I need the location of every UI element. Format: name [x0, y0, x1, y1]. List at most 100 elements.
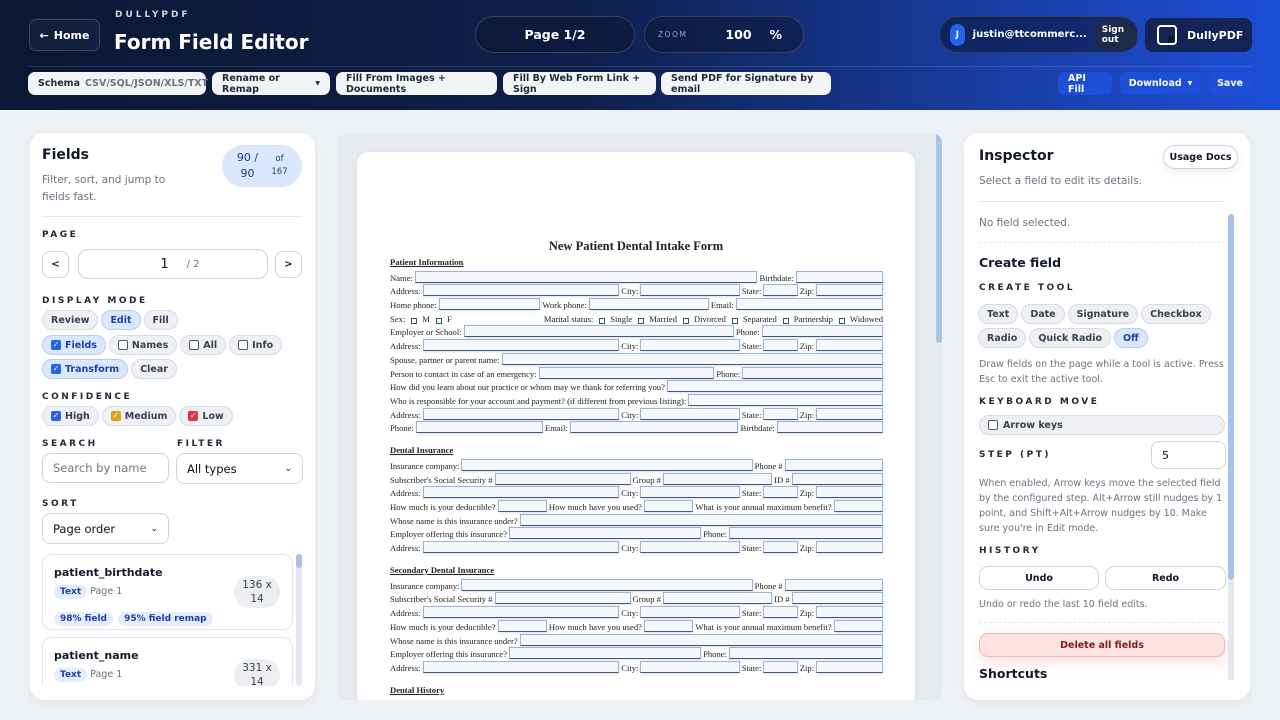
form-text-field[interactable] — [784, 578, 883, 591]
form-text-field[interactable] — [494, 472, 631, 485]
form-text-field[interactable] — [688, 393, 883, 406]
filter-select[interactable]: All types ⌄ — [176, 453, 303, 484]
form-text-field[interactable] — [569, 421, 739, 434]
form-text-field[interactable] — [763, 407, 798, 420]
form-text-field[interactable] — [816, 541, 883, 554]
form-text-field[interactable] — [422, 407, 620, 420]
pdf-scrollbar[interactable] — [936, 133, 942, 343]
form-text-field[interactable] — [461, 458, 753, 471]
save-button[interactable]: Save — [1209, 72, 1251, 95]
sort-select[interactable]: Page order ⌄ — [42, 513, 169, 544]
form-text-field[interactable] — [816, 339, 883, 352]
redo-button[interactable]: Redo — [1105, 566, 1226, 590]
zoom-input[interactable]: 100 — [725, 27, 752, 42]
list-item[interactable]: patient_name Text Page 1 331 x 14 — [42, 637, 293, 686]
dullypdf-app-button[interactable]: DullyPDF — [1145, 18, 1252, 52]
form-checkbox[interactable] — [782, 317, 789, 324]
form-text-field[interactable] — [497, 500, 547, 512]
form-text-field[interactable] — [816, 284, 883, 297]
form-text-field[interactable] — [414, 270, 758, 283]
form-text-field[interactable] — [763, 541, 798, 554]
form-text-field[interactable] — [643, 500, 694, 512]
form-text-field[interactable] — [662, 472, 773, 485]
form-checkbox[interactable] — [838, 317, 845, 324]
mode-review[interactable]: Review — [42, 310, 99, 330]
usage-docs-button[interactable]: Usage Docs — [1163, 145, 1238, 169]
fill-by-web-form-button[interactable]: Fill By Web Form Link + Sign — [503, 72, 656, 95]
form-text-field[interactable] — [791, 472, 883, 485]
form-text-field[interactable] — [422, 284, 620, 297]
form-text-field[interactable] — [728, 527, 883, 540]
form-text-field[interactable] — [763, 660, 798, 673]
tool-radio[interactable]: Radio — [978, 328, 1027, 348]
form-text-field[interactable] — [662, 592, 773, 605]
step-input[interactable]: 5 — [1151, 441, 1226, 469]
home-button[interactable]: ← Home — [29, 19, 100, 51]
tool-quick-radio[interactable]: Quick Radio — [1029, 328, 1111, 348]
toggle-names[interactable]: Names — [108, 335, 178, 355]
form-checkbox[interactable] — [731, 317, 738, 324]
mode-fill[interactable]: Fill — [143, 310, 178, 330]
form-text-field[interactable] — [501, 352, 883, 365]
undo-button[interactable]: Undo — [979, 566, 1099, 590]
zoom-control[interactable]: ZOOM 100 % — [644, 16, 804, 53]
form-checkbox[interactable] — [435, 317, 442, 324]
form-checkbox[interactable] — [411, 317, 418, 324]
form-text-field[interactable] — [816, 606, 883, 619]
form-text-field[interactable] — [422, 541, 620, 554]
form-text-field[interactable] — [816, 660, 883, 673]
form-text-field[interactable] — [463, 325, 734, 338]
tool-off[interactable]: Off — [1113, 328, 1148, 348]
send-for-signature-button[interactable]: Send PDF for Signature by email — [661, 72, 831, 95]
form-text-field[interactable] — [415, 421, 543, 434]
fill-from-images-button[interactable]: Fill From Images + Documents — [336, 72, 497, 95]
form-text-field[interactable] — [509, 647, 702, 660]
toggle-info[interactable]: Info — [229, 335, 283, 355]
list-item[interactable]: patient_birthdate Text Page 1 98% field … — [42, 554, 293, 630]
next-page-button[interactable]: > — [275, 251, 302, 278]
confidence-low[interactable]: ✓ Low — [179, 406, 233, 426]
rename-remap-dropdown[interactable]: Rename or Remap ▼ — [212, 72, 330, 95]
form-text-field[interactable] — [791, 592, 883, 605]
tool-signature[interactable]: Signature — [1067, 304, 1139, 324]
toggle-fields[interactable]: ✓ Fields — [42, 335, 106, 355]
form-checkbox[interactable] — [599, 317, 606, 324]
form-text-field[interactable] — [763, 339, 798, 352]
confidence-high[interactable]: ✓ High — [42, 406, 99, 426]
form-text-field[interactable] — [422, 486, 620, 499]
arrow-keys-toggle[interactable]: Arrow keys — [979, 415, 1225, 435]
form-text-field[interactable] — [763, 486, 798, 499]
form-text-field[interactable] — [494, 592, 631, 605]
form-text-field[interactable] — [640, 606, 740, 619]
inspector-scrollbar[interactable] — [1228, 214, 1234, 580]
search-input[interactable] — [42, 453, 169, 483]
form-text-field[interactable] — [588, 298, 709, 311]
form-text-field[interactable] — [763, 606, 798, 619]
form-text-field[interactable] — [816, 486, 883, 499]
form-text-field[interactable] — [640, 339, 740, 352]
form-checkbox[interactable] — [682, 317, 689, 324]
form-text-field[interactable] — [640, 407, 740, 420]
tool-checkbox[interactable]: Checkbox — [1141, 304, 1211, 324]
form-text-field[interactable] — [728, 647, 883, 660]
form-text-field[interactable] — [438, 298, 541, 311]
form-text-field[interactable] — [761, 325, 883, 338]
form-text-field[interactable] — [509, 527, 702, 540]
form-text-field[interactable] — [422, 339, 620, 352]
form-text-field[interactable] — [643, 619, 694, 632]
toggle-transform[interactable]: ✓ Transform — [42, 359, 129, 379]
form-text-field[interactable] — [640, 486, 740, 499]
form-text-field[interactable] — [461, 578, 753, 591]
tool-date[interactable]: Date — [1021, 304, 1065, 324]
page-number-input[interactable]: 1/ 2 — [78, 249, 268, 279]
form-text-field[interactable] — [735, 298, 884, 311]
form-text-field[interactable] — [795, 270, 883, 283]
fields-list-scrollbar[interactable] — [296, 554, 302, 686]
download-dropdown[interactable]: Download ▼ — [1120, 72, 1201, 95]
form-text-field[interactable] — [422, 660, 620, 673]
confidence-medium[interactable]: ✓ Medium — [101, 406, 177, 426]
form-text-field[interactable] — [519, 513, 883, 526]
form-checkbox[interactable] — [638, 317, 645, 324]
form-text-field[interactable] — [833, 619, 883, 632]
